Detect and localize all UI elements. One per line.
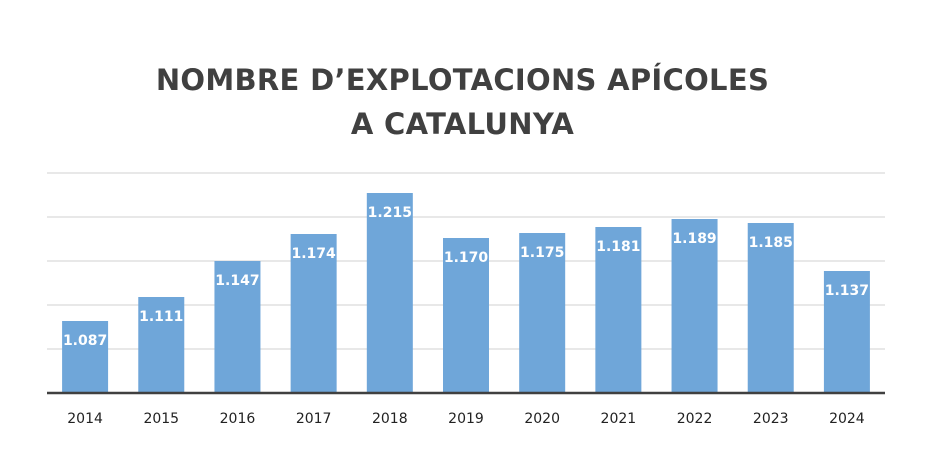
bar-value-label-2014: 1.087 — [63, 333, 107, 349]
bar-2020 — [519, 233, 566, 393]
x-tick-label-2023: 2023 — [753, 411, 789, 427]
x-tick-label-2024: 2024 — [829, 411, 865, 427]
bar-2024 — [823, 271, 870, 393]
bar-2015 — [138, 297, 185, 393]
x-tick-label-2019: 2019 — [448, 411, 484, 427]
bar-2018 — [366, 193, 413, 393]
bar-2023 — [747, 223, 794, 393]
x-tick-label-2015: 2015 — [143, 411, 179, 427]
bar-value-label-2021: 1.181 — [596, 239, 640, 255]
bar-value-label-2023: 1.185 — [749, 235, 793, 251]
x-tick-label-2018: 2018 — [372, 411, 408, 427]
chart-title: NOMBRE D’EXPLOTACIONS APÍCOLES A CATALUN… — [0, 58, 925, 146]
x-tick-labels: 2014 2015 2016 2017 2018 2019 2020 2021 2022 2023… — [67, 411, 865, 427]
bar-value-label-2016: 1.147 — [215, 273, 259, 289]
bar-2014 — [62, 321, 109, 393]
bar-2019 — [443, 238, 489, 393]
bars — [62, 193, 870, 393]
bar-2021 — [595, 227, 642, 393]
x-tick-label-2020: 2020 — [524, 411, 560, 427]
chart-title-line-2: A CATALUNYA — [350, 107, 575, 141]
bar-value-label-2015: 1.111 — [139, 309, 183, 325]
bar-value-label-2017: 1.174 — [291, 246, 336, 262]
chart-title-line-1: NOMBRE D’EXPLOTACIONS APÍCOLES — [155, 63, 770, 97]
bar-value-label-2024: 1.137 — [825, 283, 869, 299]
x-tick-label-2016: 2016 — [220, 411, 256, 427]
bar-2016 — [214, 261, 261, 393]
x-tick-label-2021: 2021 — [601, 411, 637, 427]
bar-2022 — [671, 219, 718, 393]
bar-value-label-2019: 1.170 — [444, 250, 489, 266]
bar-2017 — [290, 234, 337, 393]
x-tick-label-2017: 2017 — [296, 411, 332, 427]
x-tick-label-2022: 2022 — [677, 411, 713, 427]
bar-value-label-2018: 1.215 — [368, 205, 412, 221]
bar-value-label-2022: 1.189 — [672, 231, 716, 247]
x-tick-label-2014: 2014 — [67, 411, 103, 427]
bar-value-labels: 1.087 1.111 1.147 1.174 1.215 1.170 1.175 1.181… — [63, 205, 869, 349]
bar-value-label-2020: 1.175 — [520, 245, 564, 261]
